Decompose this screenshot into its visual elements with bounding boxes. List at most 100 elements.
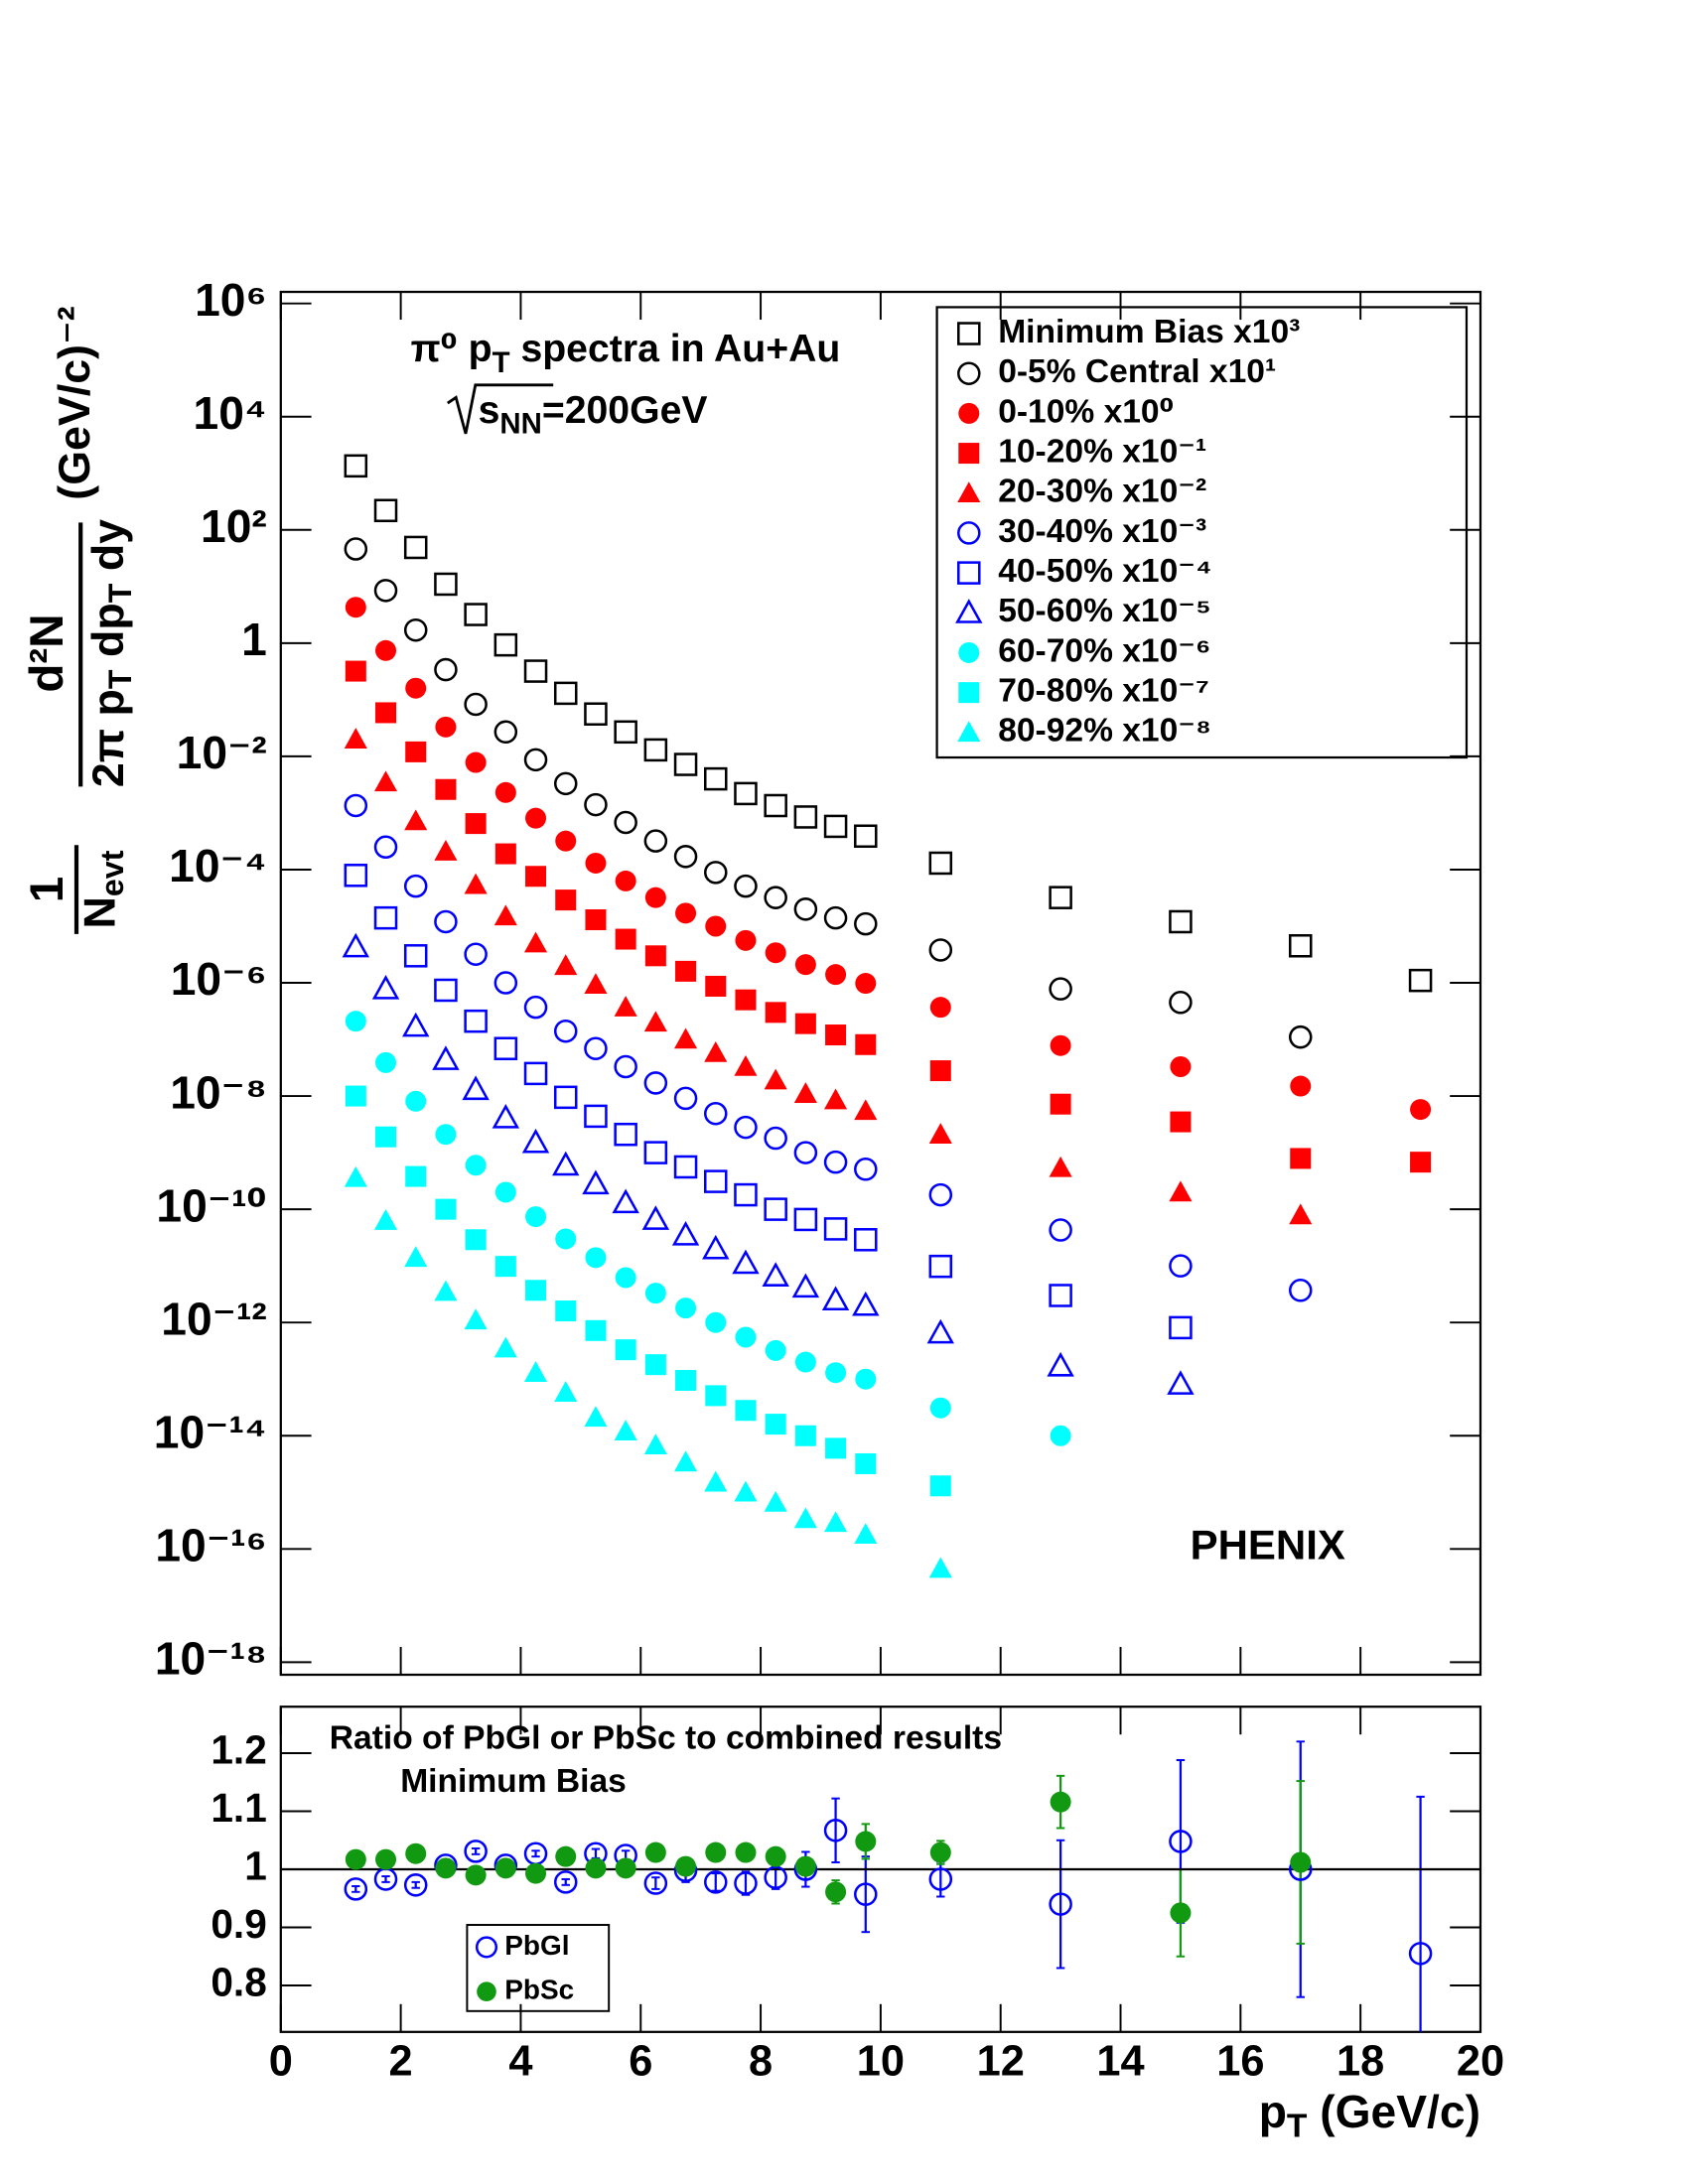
data-point [734,1871,758,1895]
y-tick-label: 10⁻² [177,727,267,778]
data-point [1290,1851,1312,1873]
data-point [929,1842,951,1863]
data-point [854,911,878,936]
data-point [793,897,818,921]
data-point [825,1437,847,1459]
data-point [465,1155,487,1176]
data-point [765,1339,786,1361]
legend-label: Minimum Bias x10³ [998,314,1300,350]
data-point [854,1228,878,1252]
data-point [794,1013,816,1034]
y-tick-label: 10⁻¹⁴ [154,1406,267,1457]
x-tick-label: 18 [1336,2037,1384,2085]
data-point [854,1158,878,1181]
data-point [403,874,428,898]
data-point [704,766,728,791]
x-tick-label: 8 [749,2037,773,2085]
data-point [854,1882,878,1906]
data-point [614,996,637,1017]
data-point [1288,934,1313,958]
data-point [345,660,366,682]
data-point [615,928,636,950]
legend-label: 50-60% x10⁻⁵ [998,593,1211,629]
data-point [855,1368,877,1390]
data-point [734,1182,758,1207]
x-tick-label: 10 [857,2037,905,2085]
data-point [825,1362,847,1384]
data-point [704,1040,728,1062]
data-point [929,997,951,1019]
data-point [643,1071,668,1095]
data-point [1288,1024,1313,1049]
data-point [344,793,368,818]
data-point [405,677,427,699]
y-label-part: d²N [21,614,73,692]
data-point [614,720,637,745]
data-point [404,1246,428,1268]
data-point [929,1397,951,1419]
data-point [525,1280,547,1301]
y-tick-label: 0.9 [211,1901,266,1947]
data-point [825,964,847,986]
data-point [791,1273,820,1298]
data-point [928,1867,953,1891]
y-label-part: 2π p [83,689,133,787]
data-point [794,1855,816,1877]
data-point [734,1480,758,1502]
data-point [825,1881,847,1903]
data-point [614,1054,637,1079]
data-point [584,702,608,726]
data-point [675,1297,697,1319]
data-point [734,1054,758,1076]
data-point [794,954,816,976]
data-point [674,1450,698,1472]
legend-label: 0-10% x10⁰ [998,393,1174,430]
data-point [704,861,728,885]
data-point [464,873,488,894]
data-point [465,1864,487,1886]
data-point [345,1011,366,1032]
data-point [465,751,487,773]
data-point [525,807,547,829]
y-tick-label: 10⁶ [195,274,267,326]
data-point [929,1060,951,1082]
data-point [1290,1148,1312,1169]
data-point [375,1848,397,1870]
data-point [705,1385,727,1407]
legend-label: 40-50% x10⁻⁴ [998,553,1211,590]
data-point [1169,1315,1193,1340]
legend-marker [477,1981,496,2002]
y-tick-label: 1 [241,614,267,665]
data-point [644,887,666,908]
y-axis-label: 1 Nevt d²N 2π pT dpT dy (GeV/c)⁻² [21,306,138,934]
y-label-part: 1 [21,877,73,902]
data-point [675,1369,697,1391]
legend-marker [957,561,981,585]
data-point [552,1151,580,1176]
data-point [464,603,488,626]
data-point [793,1082,817,1103]
data-point [1167,1370,1195,1395]
data-point [643,1141,668,1164]
data-point [794,1351,816,1373]
data-point [585,1319,607,1341]
sqrt-sign [447,383,554,435]
data-point [671,1220,700,1246]
data-point [1049,1156,1072,1177]
data-point [1169,909,1193,934]
data-point [793,1507,817,1529]
data-point [373,579,398,603]
data-point [928,1182,953,1207]
x-label-part: p [1259,2086,1287,2137]
data-point [371,975,400,1000]
x-axis-label: pT (GeV/c) [1259,2086,1480,2144]
legend-marker [957,361,981,385]
data-point [1169,1830,1193,1853]
data-point [705,1311,727,1333]
x-tick-label: 12 [977,2037,1025,2085]
data-point [523,748,548,772]
data-point [584,792,608,817]
data-point [928,1254,953,1279]
data-point [764,886,787,909]
data-point [855,1033,877,1055]
